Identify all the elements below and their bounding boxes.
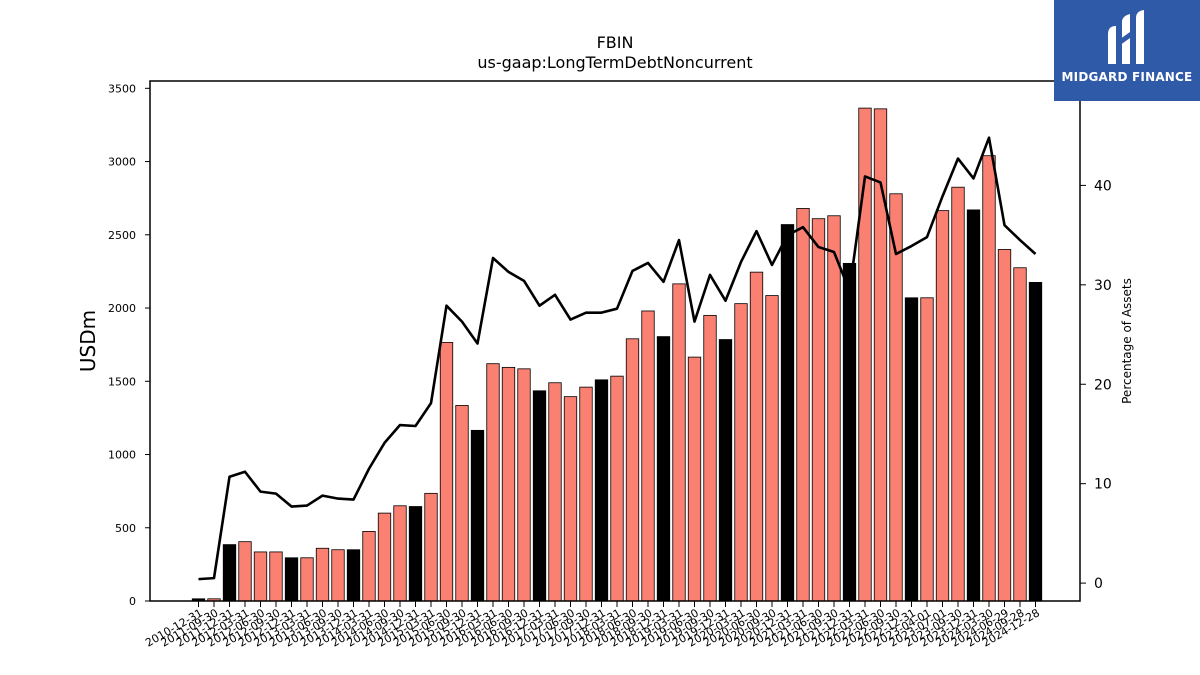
y-tick-label-right: 0 [1094, 576, 1103, 592]
bar [827, 215, 841, 602]
bar [331, 549, 345, 602]
bar [377, 512, 392, 602]
y-tick-label-left: 1000 [108, 449, 136, 462]
bar [641, 310, 655, 602]
y-axis-left: 0 500 1000 1500 2000 2500 3000 3500 [108, 82, 150, 608]
plot-frame [149, 80, 1081, 602]
bar [951, 186, 965, 602]
y-tick-label-left: 2500 [108, 229, 136, 242]
bar [672, 283, 686, 602]
bar [548, 382, 562, 602]
chart-title: FBIN [597, 33, 634, 52]
bar [1013, 267, 1027, 602]
bar [253, 551, 268, 602]
bar [920, 297, 934, 602]
bar [966, 209, 981, 602]
bar [517, 368, 531, 602]
bar [408, 506, 423, 602]
bar [470, 429, 485, 602]
bar [935, 210, 950, 602]
y-tick-label-left: 3000 [108, 156, 136, 169]
bar [656, 336, 671, 602]
y-tick-label-left: 0 [129, 595, 136, 608]
bar [749, 271, 764, 602]
brand-logo: MIDGARD FINANCE [1054, 0, 1200, 101]
y-tick-label-left: 3500 [108, 82, 136, 95]
bar [734, 303, 748, 602]
bar [455, 405, 469, 602]
y-tick-label-left: 1500 [108, 375, 136, 388]
bar [997, 249, 1012, 602]
midgard-logo-mark-icon [1108, 10, 1144, 64]
bar [982, 155, 996, 602]
bar [842, 262, 857, 602]
y-axis-label-right: Percentage of Assets [1120, 278, 1134, 404]
bar [563, 396, 578, 602]
bar [486, 363, 500, 602]
y-tick-label-right: 30 [1094, 278, 1112, 294]
bar [703, 314, 717, 602]
bar [284, 557, 299, 602]
bar [393, 505, 407, 602]
y-axis-right: 0 10 20 30 40 [1080, 178, 1112, 592]
bar [904, 297, 919, 602]
bar [238, 541, 252, 602]
y-tick-label-right: 40 [1094, 178, 1112, 194]
bar [765, 295, 779, 602]
y-tick-label-left: 2000 [108, 302, 136, 315]
brand-name: MIDGARD FINANCE [1061, 70, 1193, 84]
bar [796, 208, 810, 602]
bar [687, 356, 702, 602]
y-tick-label-right: 10 [1094, 477, 1112, 493]
bar [439, 342, 454, 602]
bar [594, 379, 609, 602]
bar [362, 531, 376, 602]
chart-subtitle: us-gaap:LongTermDebtNoncurrent [477, 53, 752, 72]
bar [532, 390, 547, 602]
bar [222, 544, 237, 602]
bar [1028, 282, 1043, 602]
bar [269, 551, 283, 602]
bar [315, 547, 330, 602]
bar [501, 366, 516, 602]
bar-series [191, 107, 1043, 602]
percentage-line-series [198, 136, 1037, 581]
bar [780, 224, 795, 602]
bar [346, 549, 361, 602]
bar [424, 492, 438, 602]
bar [625, 338, 640, 602]
bar [300, 557, 314, 602]
x-axis: 2010-12-312011-09-302011-12-312012-03-31… [143, 601, 1042, 650]
y-axis-label-left: USDm [76, 310, 100, 372]
bar [579, 386, 593, 602]
bar [610, 375, 624, 602]
percentage-line [198, 136, 1037, 581]
y-tick-label-right: 20 [1094, 377, 1112, 393]
y-tick-label-left: 500 [115, 522, 136, 535]
bar [811, 218, 826, 602]
bar [718, 339, 733, 602]
